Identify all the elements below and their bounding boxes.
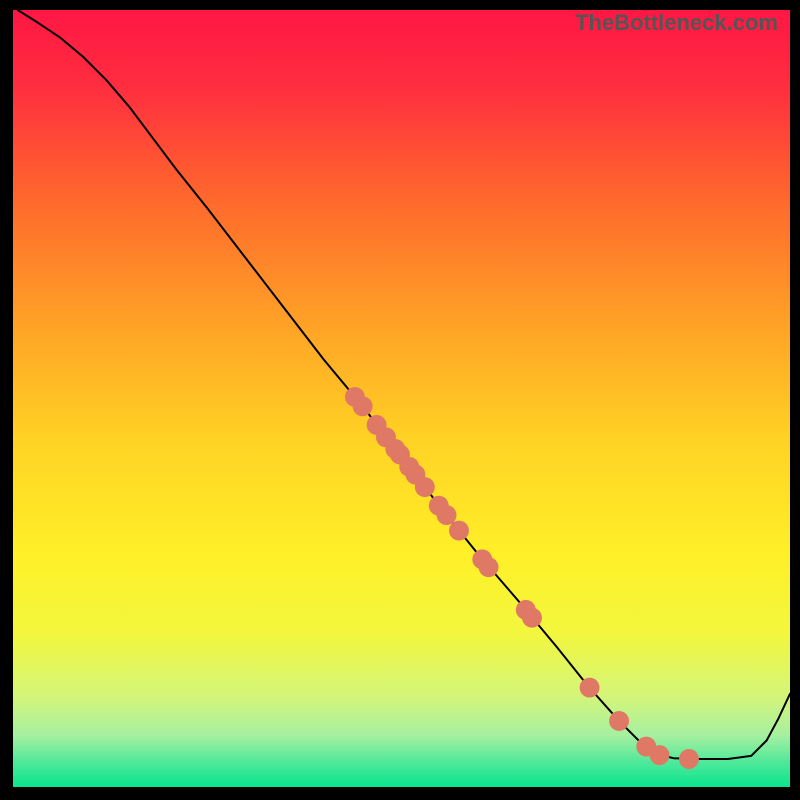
data-marker xyxy=(580,678,600,698)
data-marker xyxy=(609,711,629,731)
chart-container: TheBottleneck.com xyxy=(0,0,800,800)
data-marker xyxy=(479,557,499,577)
data-markers xyxy=(345,387,699,769)
watermark-text: TheBottleneck.com xyxy=(575,10,778,36)
bottleneck-curve xyxy=(18,10,790,759)
data-marker xyxy=(449,521,469,541)
data-marker xyxy=(522,608,542,628)
curve-layer xyxy=(13,10,790,787)
data-marker xyxy=(650,745,670,765)
data-marker xyxy=(415,477,435,497)
data-marker xyxy=(679,749,699,769)
data-marker xyxy=(353,396,373,416)
data-marker xyxy=(437,505,457,525)
plot-area: TheBottleneck.com xyxy=(10,10,790,790)
